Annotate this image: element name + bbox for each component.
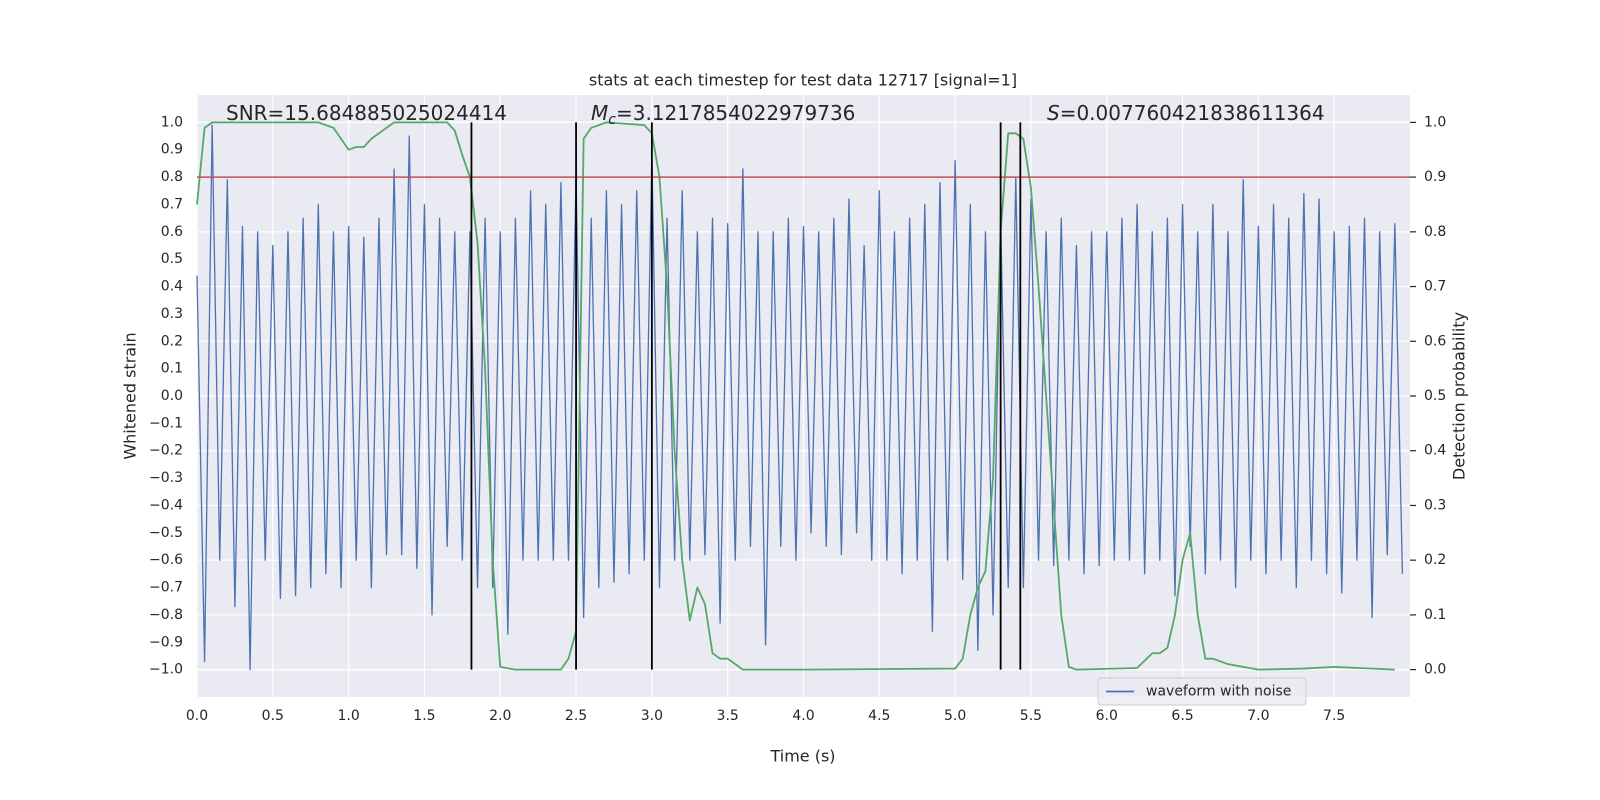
- x-tick-label: 0.5: [262, 708, 284, 724]
- waveform-line: [196, 124, 1404, 671]
- x-tick-label: 5.5: [1020, 708, 1042, 724]
- y-tick-label: −0.1: [149, 415, 183, 431]
- annotation-subscript: c: [608, 112, 616, 128]
- y-tick-label: 0.1: [161, 361, 183, 377]
- y-axis-label: Whitened strain: [121, 332, 140, 459]
- x-tick-label: 4.5: [868, 708, 890, 724]
- y-tick-label: 0.5: [161, 251, 183, 267]
- y2-tick-label: 0.7: [1424, 279, 1446, 295]
- y-tick-label: 0.8: [161, 169, 183, 185]
- y2-axis-label: Detection probability: [1450, 312, 1469, 480]
- x-tick-label: 1.0: [337, 708, 359, 724]
- chart-title: stats at each timestep for test data 127…: [589, 71, 1017, 90]
- y2-tick-label: 0.1: [1424, 607, 1446, 623]
- annotation-text: SNR=15.684885025024414: [226, 101, 507, 125]
- y-tick-label: 0.9: [161, 142, 183, 158]
- x-tick-label: 2.5: [565, 708, 587, 724]
- y-tick-label: 0.0: [161, 388, 183, 404]
- y-tick-label: −0.8: [149, 607, 183, 623]
- legend: waveform with noise: [1097, 677, 1307, 706]
- legend-label: waveform with noise: [1146, 684, 1291, 700]
- y2-tick-label: 0.9: [1424, 169, 1446, 185]
- y-tick-label: 1.0: [161, 114, 183, 130]
- x-tick-label: 1.5: [413, 708, 435, 724]
- y2-tick-label: 0.8: [1424, 224, 1446, 240]
- y2-tick-label: 1.0: [1424, 114, 1446, 130]
- x-tick-label: 2.0: [489, 708, 511, 724]
- y-tick-label: −0.9: [149, 634, 183, 650]
- x-tick-label: 4.0: [792, 708, 814, 724]
- annotation-text: =0.007760421838611364: [1060, 101, 1325, 125]
- x-tick-label: 7.0: [1247, 708, 1269, 724]
- legend-box: [1097, 677, 1307, 706]
- y2-tick-label: 0.5: [1424, 388, 1446, 404]
- x-axis-label: Time (s): [769, 747, 835, 766]
- x-tick-label: 6.5: [1171, 708, 1193, 724]
- x-tick-label: 0.0: [186, 708, 208, 724]
- annotation: S=0.007760421838611364: [1047, 101, 1325, 125]
- y-tick-label: 0.6: [161, 224, 183, 240]
- x-tick-label: 3.0: [641, 708, 663, 724]
- labels: 0.0 0.5 1.0 1.5 2.0 2.5 3.0 3.5 4.0 4.5 5.0 5.5 6.0 6…: [149, 101, 1446, 725]
- y2-tick-label: 0.3: [1424, 497, 1446, 513]
- y2-tick-label: 0.6: [1424, 333, 1446, 349]
- annotation: Mc=3.1217854022979736: [591, 101, 855, 129]
- y-tick-label: −0.3: [149, 470, 183, 486]
- x-tick-label: 7.5: [1323, 708, 1345, 724]
- y-tick-label: 0.3: [161, 306, 183, 322]
- y-tick-label: −0.4: [149, 497, 183, 513]
- y-tick-label: −0.6: [149, 552, 183, 568]
- y2-tick-label: 0.0: [1424, 662, 1446, 678]
- y2-tick-label: 0.4: [1424, 443, 1446, 459]
- y-tick-label: −0.2: [149, 443, 183, 459]
- y2-tick-label: 0.2: [1424, 552, 1446, 568]
- annotation-symbol: S: [1047, 101, 1060, 125]
- y-tick-label: 0.4: [161, 279, 183, 295]
- y-tick-label: −0.5: [149, 525, 183, 541]
- annotation-text: =3.1217854022979736: [616, 101, 855, 125]
- y-tick-label: 0.2: [161, 333, 183, 349]
- x-tick-label: 3.5: [717, 708, 739, 724]
- x-tick-label: 5.0: [944, 708, 966, 724]
- y-tick-label: −0.7: [149, 580, 183, 596]
- y-tick-label: 0.7: [161, 196, 183, 212]
- marks: [196, 121, 1410, 671]
- annotation-symbol: M: [591, 101, 608, 125]
- annotation: SNR=15.684885025024414: [226, 101, 507, 125]
- y-tick-label: −1.0: [149, 662, 183, 678]
- x-tick-label: 6.0: [1096, 708, 1118, 724]
- probability-line: [196, 121, 1395, 671]
